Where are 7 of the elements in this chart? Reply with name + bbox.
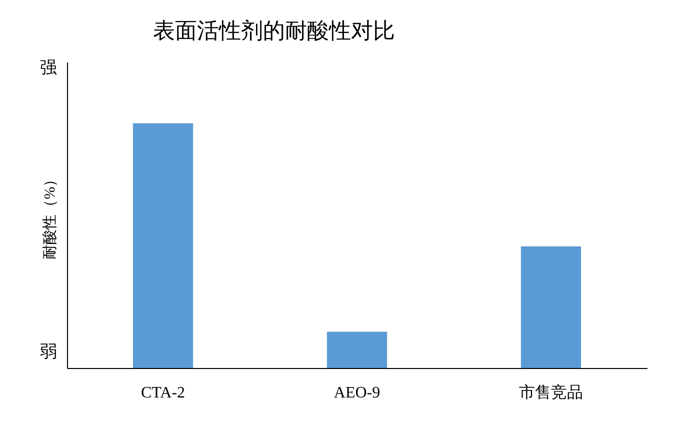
text: 强 xyxy=(40,58,57,77)
x-tick-label: AEO-9 xyxy=(334,384,380,402)
y-axis-title: 耐酸性（%） xyxy=(42,172,58,260)
x-tick-label: CTA-2 xyxy=(140,384,186,402)
chart-title: 表面活性剂的耐酸性对比 xyxy=(153,18,395,43)
text: 弱 xyxy=(40,342,57,361)
x-tick-label: 市售竞品 xyxy=(518,384,583,402)
